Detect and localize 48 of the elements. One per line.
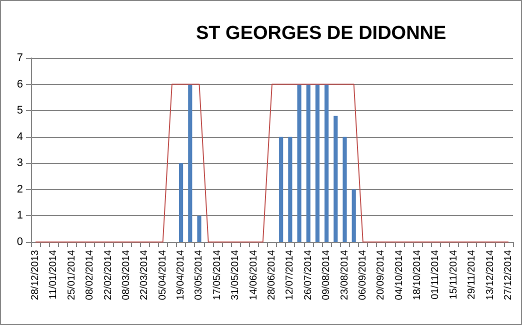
x-tick-label: 19/04/2014 bbox=[176, 250, 187, 300]
x-tick-label: 13/12/2014 bbox=[484, 250, 496, 300]
bar bbox=[188, 84, 192, 242]
x-tick-label: 22/03/2014 bbox=[139, 250, 150, 300]
x-tick-label: 04/10/2014 bbox=[394, 250, 405, 300]
bar bbox=[279, 136, 284, 242]
x-tick-label: 11/01/2014 bbox=[48, 250, 60, 300]
bar bbox=[306, 84, 310, 242]
x-tick-label: 26/07/2014 bbox=[302, 250, 314, 300]
x-tick-label: 28/12/2013 bbox=[30, 250, 42, 300]
x-tick-label: 23/08/2014 bbox=[339, 250, 350, 300]
x-tick-label: 08/02/2014 bbox=[84, 250, 96, 300]
x-tick-label: 14/06/2014 bbox=[248, 250, 260, 300]
y-tick-label: 0 bbox=[16, 236, 23, 248]
bar bbox=[324, 84, 329, 242]
bar bbox=[315, 84, 320, 242]
x-tick-label: 20/09/2014 bbox=[376, 250, 387, 300]
y-tick-label: 5 bbox=[16, 104, 23, 117]
x-tick-label: 27/12/2014 bbox=[502, 250, 514, 300]
x-tick-label: 22/02/2014 bbox=[102, 250, 114, 300]
bar bbox=[288, 136, 292, 242]
bar bbox=[342, 136, 347, 242]
x-tick-label: 05/04/2014 bbox=[157, 250, 168, 300]
x-tick-label: 18/10/2014 bbox=[412, 250, 424, 300]
y-tick-label: 1 bbox=[16, 210, 23, 222]
y-tick-label: 2 bbox=[16, 183, 23, 196]
x-tick-label: 03/05/2014 bbox=[194, 250, 205, 300]
bar bbox=[334, 116, 338, 242]
x-tick-label: 12/07/2014 bbox=[284, 250, 296, 300]
bar bbox=[297, 84, 302, 242]
x-tick-label: 15/11/2014 bbox=[448, 250, 460, 300]
x-tick-label: 28/06/2014 bbox=[266, 250, 278, 300]
y-tick-label: 6 bbox=[16, 78, 23, 90]
x-tick-label: 25/01/2014 bbox=[66, 250, 78, 300]
x-tick-label: 08/03/2014 bbox=[120, 250, 132, 300]
y-tick-label: 3 bbox=[16, 157, 23, 170]
x-tick-label: 29/11/2014 bbox=[466, 250, 478, 300]
x-tick-label: 31/05/2014 bbox=[230, 250, 242, 300]
bar bbox=[352, 189, 356, 242]
bar bbox=[179, 163, 184, 242]
chart-title: ST GEORGES DE DIDONNE bbox=[196, 23, 446, 44]
x-tick-label: 17/05/2014 bbox=[212, 250, 223, 300]
x-tick-label: 09/08/2014 bbox=[321, 250, 332, 300]
x-tick-label: 01/11/2014 bbox=[430, 250, 442, 300]
y-tick-label: 7 bbox=[16, 52, 23, 64]
bar bbox=[197, 216, 202, 242]
y-tick-label: 4 bbox=[16, 130, 23, 143]
x-tick-label: 06/09/2014 bbox=[357, 250, 368, 300]
